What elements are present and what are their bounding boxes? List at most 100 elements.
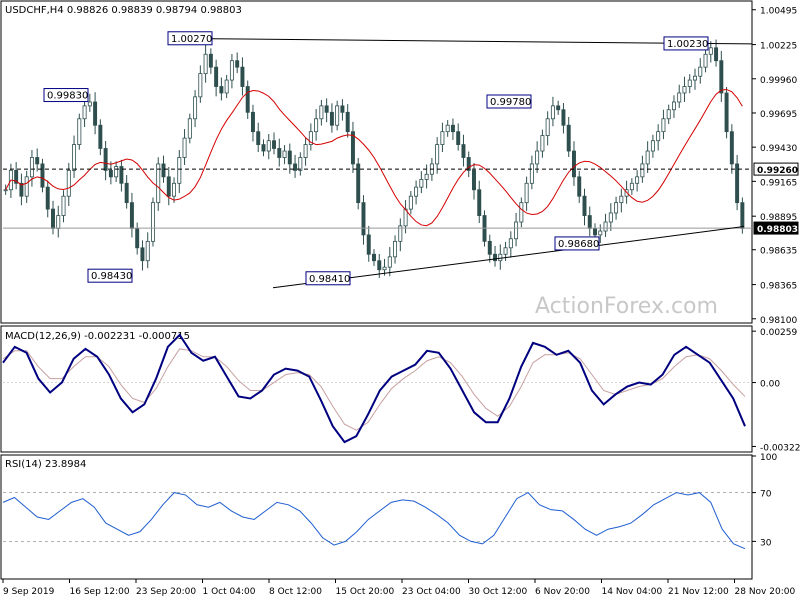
candle-body [477,189,482,216]
candle-body [419,179,424,188]
candle-body [314,118,319,133]
candle-body [282,150,287,158]
candle-body [487,240,492,255]
macd-panel-frame [0,325,753,453]
candle-body [114,166,119,178]
rsi-panel-frame [0,454,753,580]
candle-body [193,96,198,120]
candle-body [240,66,245,87]
candle-body [87,101,92,107]
trendline-upper [211,38,753,45]
candle-body [308,131,313,145]
swing-label: 1.00270 [171,34,212,45]
candle-body [250,111,255,133]
candle-body [498,253,503,262]
candle-body [714,47,719,62]
candle-body [740,202,745,229]
candle-body [235,60,240,68]
candle-body [461,144,466,158]
time-axis-label: 6 Nov 20:00 [535,587,590,597]
candle-body [408,195,413,210]
candle-body [550,105,555,120]
candle-body [682,86,687,94]
candle-body [608,212,613,223]
candle-body [329,111,334,126]
candle-body [119,166,124,184]
price-title: USDCHF,H4 0.98826 0.98839 0.98794 0.9880… [5,5,242,16]
candle-body [450,124,455,133]
candle-body [387,256,392,268]
candle-body [398,225,403,242]
candle-body [577,176,582,197]
candle-body [77,118,82,145]
candle-body [40,163,45,188]
macd-axis-label: 0.00259 [760,328,797,338]
candle-body [256,131,261,145]
price-level-box [753,162,799,176]
candle-body [45,186,50,210]
candle-body [614,202,619,214]
candle-body [345,111,350,133]
candle-body [293,163,298,171]
candle-body [456,131,461,145]
candle-body [414,186,419,197]
candle-body [124,182,129,204]
candle-body [671,101,676,111]
candle-body [182,137,187,158]
candle-body [629,182,634,191]
candle-body [335,105,340,126]
candle-body [198,73,203,98]
candle-body [51,208,55,229]
swing-label: 0.98680 [558,239,599,250]
candle-body [340,105,345,113]
candle-body [108,169,113,178]
candle-body [177,157,182,184]
time-axis-label: 21 Nov 12:00 [668,587,729,597]
candle-body [561,109,566,126]
rsi-line [2,491,746,550]
candle-body [693,75,697,81]
candle-body [350,131,355,165]
candle-body [566,124,571,152]
price-axis-label: 0.99695 [760,110,797,120]
time-axis-label: 8 Oct 12:00 [269,587,322,597]
trendline-lower [272,226,745,289]
macd-axis-label: 0.00 [760,380,780,390]
candle-body [372,253,376,262]
time-axis-label: 9 Sep 2019 [3,587,55,597]
candle-body [98,124,103,149]
candle-body [661,118,666,133]
candle-body [208,53,213,68]
candle-body [356,163,361,204]
candle-body [224,79,229,94]
candle-body [82,105,87,120]
rsi-axis-label: 100 [760,453,777,463]
candle-body [287,150,292,165]
candle-body [571,150,576,178]
candle-body [666,109,671,120]
candle-body [735,163,740,204]
time-axis-label: 1 Oct 04:00 [203,587,256,597]
candle-body [472,169,476,191]
price-axis-label: 0.98895 [760,213,797,223]
candle-body [93,101,98,126]
candle-body [556,105,561,111]
candle-body [656,131,661,142]
swing-label: 0.99830 [47,91,88,102]
candle-body [603,221,608,232]
candle-body [440,131,445,145]
candle-body [150,202,155,242]
candle-body [272,140,276,149]
candle-body [493,253,498,262]
candle-body [266,140,271,152]
candle-body [393,240,398,258]
candle-body [140,247,145,262]
candle-body [56,215,61,229]
candle-body [582,195,587,216]
candle-body [277,148,282,158]
candle-body [377,260,382,271]
candle-body [135,228,140,249]
price-axis-label: 0.98100 [760,316,797,326]
price-axis-label: 0.99430 [760,144,797,154]
candle-body [703,53,708,68]
